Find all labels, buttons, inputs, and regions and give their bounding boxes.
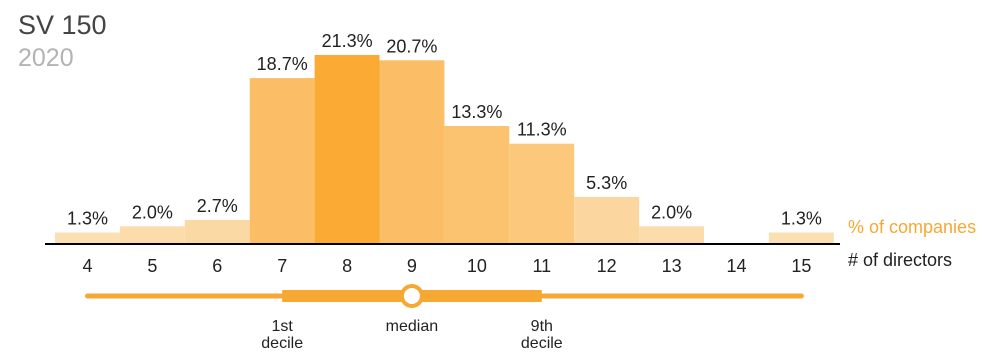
x-tick-14: 14 <box>726 256 746 276</box>
x-tick-13: 13 <box>662 256 682 276</box>
value-label-12: 5.3% <box>586 173 627 193</box>
value-label-8: 21.3% <box>322 31 373 51</box>
value-label-4: 1.3% <box>67 209 108 229</box>
first-decile-label-line-1: 1st <box>272 318 294 335</box>
value-label-10: 13.3% <box>451 102 502 122</box>
bar-5 <box>119 226 185 244</box>
x-tick-8: 8 <box>342 256 352 276</box>
x-tick-10: 10 <box>467 256 487 276</box>
value-label-11: 11.3% <box>517 120 567 140</box>
bar-4 <box>55 232 120 244</box>
ninth-decile-label-line-2: decile <box>521 335 563 352</box>
value-label-13: 2.0% <box>651 202 692 222</box>
value-label-7: 18.7% <box>257 54 308 74</box>
median-marker <box>399 284 424 308</box>
value-label-5: 2.0% <box>132 202 173 222</box>
first-decile-label-line-2: decile <box>261 335 303 352</box>
x-tick-4: 4 <box>82 256 92 276</box>
x-tick-5: 5 <box>147 256 157 276</box>
x-tick-labels-group: 4 5 6 7 8 9 10 11 12 13 14 15 <box>82 256 811 276</box>
value-label-6: 2.7% <box>197 196 238 216</box>
bar-8 <box>314 55 380 244</box>
value-label-9: 20.7% <box>386 36 437 56</box>
value-labels-group: 1.3% 2.0% 2.7% 18.7% 21.3% 20.7% 13.3% 11.3% 5.3… <box>67 31 822 229</box>
x-tick-11: 11 <box>532 256 551 276</box>
value-label-15: 1.3% <box>781 209 822 229</box>
bar-13 <box>639 226 704 244</box>
x-tick-9: 9 <box>407 256 417 276</box>
bar-10 <box>444 126 510 244</box>
y-axis-label: % of companies <box>848 217 976 237</box>
x-tick-12: 12 <box>597 256 617 276</box>
ninth-decile-label-line-1: 9th <box>531 318 553 335</box>
x-tick-15: 15 <box>791 256 811 276</box>
chart-subtitle: 2020 <box>18 44 74 72</box>
bar-12 <box>574 197 640 244</box>
bar-6 <box>184 220 250 244</box>
x-tick-6: 6 <box>212 256 222 276</box>
bars-group <box>55 55 834 244</box>
chart-title: SV 150 <box>18 10 107 40</box>
bar-7 <box>249 78 315 244</box>
x-tick-7: 7 <box>277 256 287 276</box>
x-axis-label: # of directors <box>848 250 952 270</box>
median-label: median <box>386 318 438 335</box>
bar-9 <box>379 60 445 244</box>
bar-11 <box>509 143 575 244</box>
bar-15 <box>768 232 834 244</box>
